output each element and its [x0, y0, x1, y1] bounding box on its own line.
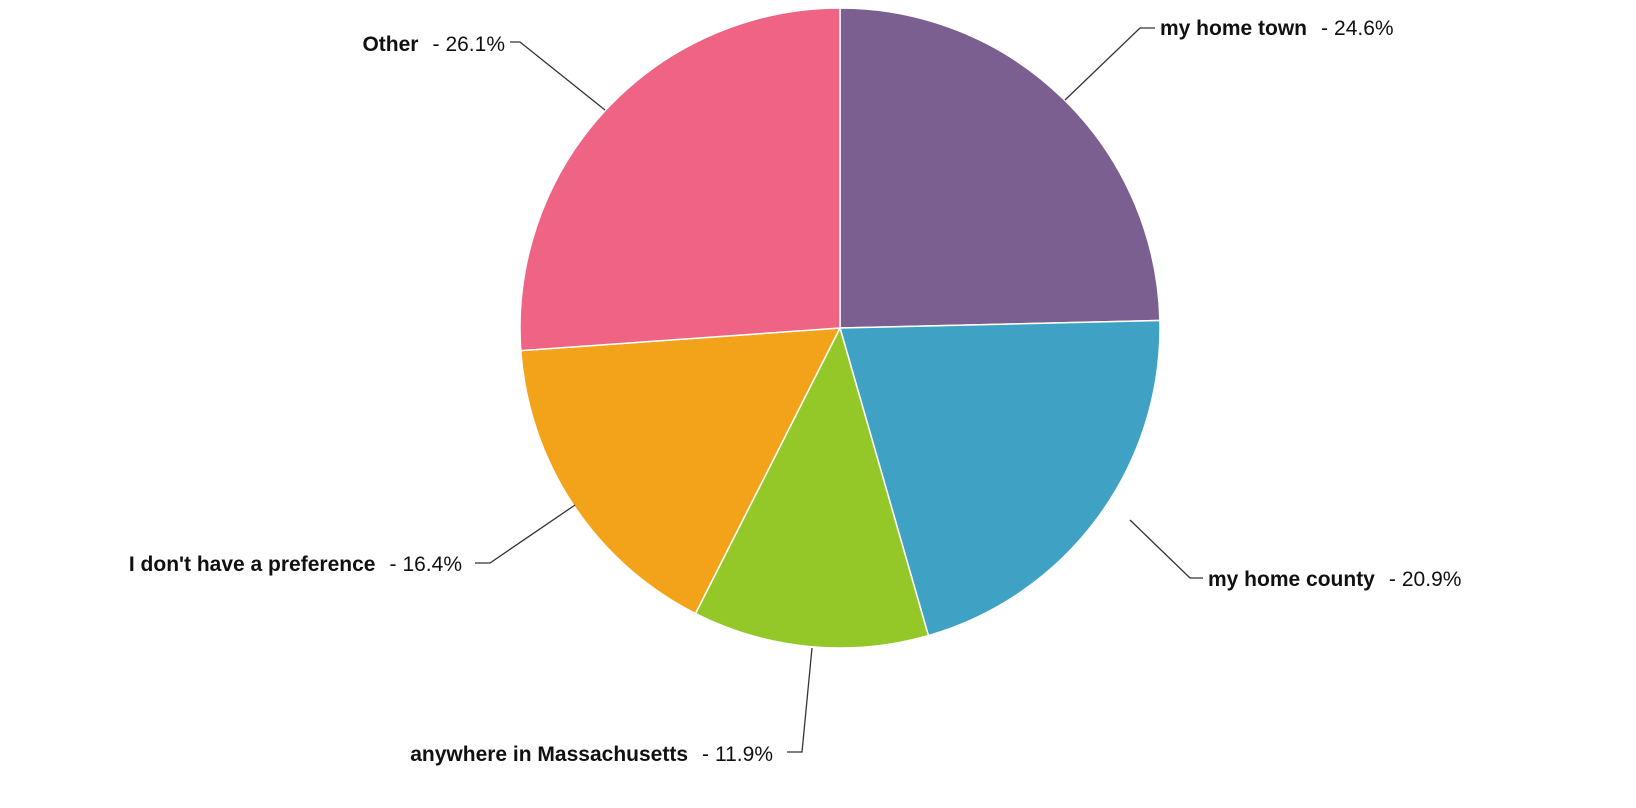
leader-line [1064, 27, 1155, 101]
category-name: anywhere in Massachusetts [410, 743, 688, 766]
separator: - [432, 33, 439, 56]
pie-slice [694, 325, 930, 649]
pie-slice [839, 319, 1161, 637]
value-label: 20.9% [1402, 568, 1462, 591]
separator: - [1321, 17, 1328, 40]
slice-label: I don't have a preference -16.4% [129, 553, 462, 576]
category-name: my home county [1208, 568, 1375, 591]
slice-label: anywhere in Massachusetts -11.9% [410, 743, 773, 766]
slice-label: my home county -20.9% [1208, 568, 1461, 591]
category-name: my home town [1160, 17, 1307, 40]
category-name: Other [362, 33, 418, 56]
leader-line [787, 647, 813, 753]
slice-label: my home town -24.6% [1160, 17, 1394, 40]
leader-line [1129, 519, 1203, 579]
value-label: 11.9% [715, 743, 773, 766]
separator: - [1389, 568, 1396, 591]
value-label: 26.1% [445, 33, 505, 56]
category-name: I don't have a preference [129, 553, 376, 576]
separator: - [702, 743, 709, 766]
pie-slice [519, 327, 842, 615]
value-label: 24.6% [1334, 17, 1394, 40]
value-label: 16.4% [402, 553, 462, 576]
pie-slice [519, 7, 841, 352]
leader-line [475, 504, 576, 564]
slice-label: Other -26.1% [362, 33, 505, 56]
leader-line [510, 41, 606, 111]
pie-slice [839, 7, 1161, 329]
separator: - [389, 553, 396, 576]
